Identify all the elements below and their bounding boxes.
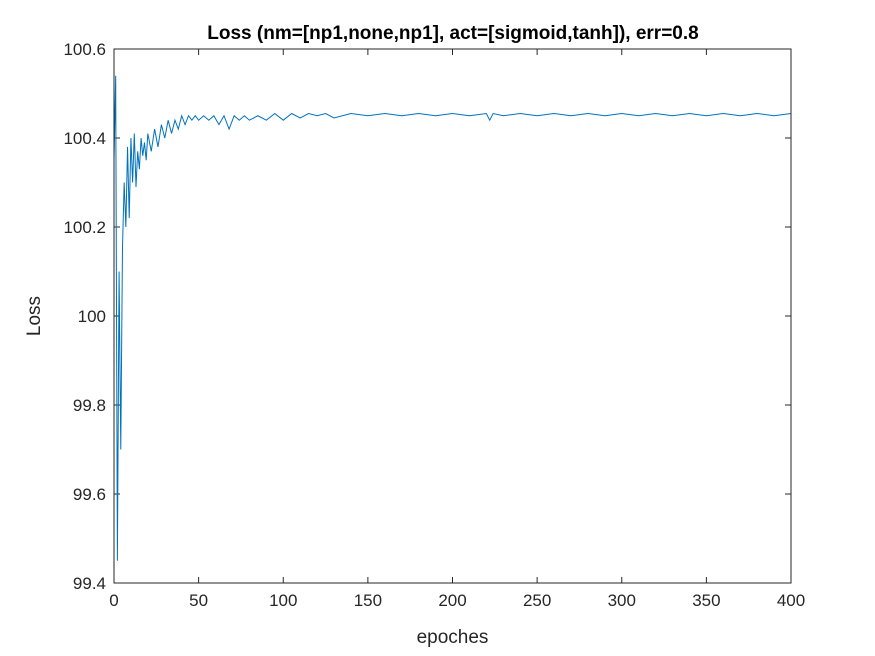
x-tick-label: 300 <box>608 591 636 610</box>
x-tick-label: 400 <box>777 591 805 610</box>
x-tick-label: 200 <box>438 591 466 610</box>
x-tick-label: 0 <box>109 591 118 610</box>
y-tick-label: 99.6 <box>73 485 106 504</box>
y-tick-label: 99.4 <box>73 574 106 593</box>
y-axis-label: Loss <box>24 296 45 336</box>
x-axis-label: epoches <box>417 627 489 648</box>
x-tick-label: 150 <box>354 591 382 610</box>
y-tick-label: 100.4 <box>63 129 106 148</box>
x-tick-label: 250 <box>523 591 551 610</box>
y-tick-label: 100.2 <box>63 218 106 237</box>
x-tick-label: 100 <box>269 591 297 610</box>
y-tick-label: 99.8 <box>73 396 106 415</box>
plot-area <box>114 49 791 583</box>
axis-tick-labels: 0 50 100 150 200 250 300 350 400 99.4 99.6 99.8 100 1… <box>63 40 805 610</box>
x-tick-label: 50 <box>189 591 208 610</box>
x-tick-label: 350 <box>692 591 720 610</box>
plot-border <box>113 48 792 584</box>
y-tick-label: 100 <box>78 307 106 326</box>
loss-series-line <box>113 75 792 561</box>
chart-title: Loss (nm=[np1,none,np1], act=[sigmoid,ta… <box>207 23 698 44</box>
y-tick-label: 100.6 <box>63 40 106 59</box>
